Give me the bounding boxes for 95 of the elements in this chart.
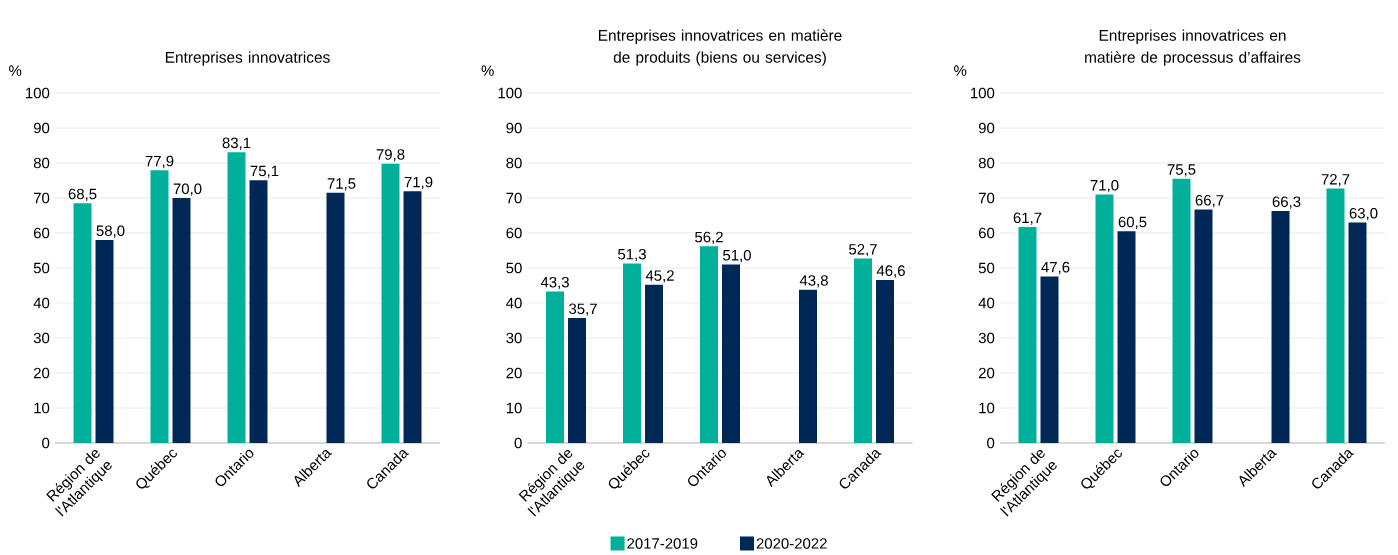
y-tick-label: 80 (33, 157, 50, 169)
data-label: 79,8 (376, 149, 405, 162)
bar (227, 152, 246, 444)
bar (1040, 276, 1059, 444)
data-label: 45,2 (645, 270, 674, 283)
bar (403, 191, 422, 444)
bar (854, 258, 872, 444)
y-tick-label: 60 (506, 227, 522, 239)
y-tick-label: 100 (498, 87, 522, 99)
bar (249, 180, 268, 444)
data-label: 43,8 (799, 275, 828, 288)
bar (568, 318, 587, 444)
y-tick-label: 20 (506, 367, 522, 379)
y-tick-label: 60 (978, 227, 995, 239)
y-tick-label: 50 (33, 262, 50, 274)
chart-title: Entreprises innovatrices en matière de processus d’affaires (1085, 29, 1301, 66)
bar (1348, 222, 1367, 444)
bar (1194, 209, 1213, 444)
y-tick-label: 40 (978, 297, 995, 309)
y-tick-label: 90 (978, 122, 995, 134)
bar (700, 246, 718, 444)
y-tick-label: 90 (33, 122, 50, 134)
y-tick-label: 0 (42, 437, 50, 449)
bar (381, 163, 400, 444)
y-tick-label: 40 (33, 297, 50, 309)
data-label: 75,5 (1167, 164, 1196, 177)
data-label: 51,0 (723, 250, 751, 263)
data-label: 71,5 (327, 178, 356, 191)
bar (73, 203, 92, 444)
bar (95, 240, 114, 444)
y-tick-label: 10 (34, 402, 50, 414)
bar (1326, 188, 1345, 444)
data-label: 68,5 (68, 188, 97, 202)
y-tick-label: 80 (978, 157, 995, 169)
data-label: 61,7 (1013, 212, 1042, 225)
data-label: 83,1 (222, 137, 251, 151)
bar (546, 291, 565, 444)
data-label: 77,9 (145, 155, 174, 169)
bar (722, 264, 740, 444)
data-label: 56,2 (695, 231, 723, 245)
y-axis-title: % (9, 65, 22, 76)
y-tick-label: 20 (33, 367, 50, 379)
data-label: 58,0 (96, 225, 125, 238)
data-label: 52,7 (849, 244, 877, 257)
data-label: 47,6 (1041, 261, 1070, 275)
y-tick-label: 30 (506, 332, 522, 344)
data-label: 70,0 (173, 183, 202, 196)
data-label: 60,5 (1118, 216, 1147, 230)
y-tick-label: 100 (971, 87, 995, 99)
bar (876, 279, 894, 444)
y-tick-label: 70 (978, 192, 995, 204)
data-label: 75,1 (250, 165, 279, 179)
bar (172, 198, 191, 444)
data-label: 35,7 (569, 303, 597, 316)
y-tick-label: 100 (26, 87, 50, 99)
bar (1172, 178, 1191, 444)
y-tick-label: 50 (506, 262, 522, 274)
data-label: 51,3 (618, 248, 646, 262)
y-tick-label: 70 (33, 192, 50, 204)
y-tick-label: 30 (33, 332, 50, 344)
y-axis-title: % (954, 65, 967, 76)
bar (1018, 227, 1037, 444)
y-tick-label: 40 (506, 297, 522, 309)
legend-label: 2017-2019 (627, 538, 698, 549)
bar (799, 289, 817, 444)
bar (623, 263, 641, 444)
chart-title: Entreprises innovatrices (165, 51, 330, 66)
y-axis-title: % (481, 65, 494, 76)
y-tick-label: 70 (506, 192, 522, 204)
y-tick-label: 0 (514, 437, 522, 449)
data-label: 71,9 (404, 176, 433, 190)
data-label: 46,6 (876, 265, 905, 278)
data-label: 71,0 (1090, 180, 1119, 193)
y-tick-label: 20 (978, 367, 995, 379)
bar (645, 284, 663, 444)
y-tick-label: 60 (33, 227, 50, 239)
chart-title: Entreprises innovatrices en matière de produits (biens ou services) (598, 29, 842, 66)
data-label: 66,3 (1272, 196, 1301, 209)
bar (150, 170, 169, 444)
y-tick-label: 10 (979, 402, 995, 414)
bar (1095, 194, 1114, 444)
data-label: 43,3 (540, 276, 569, 290)
data-label: 63,0 (1349, 208, 1378, 221)
y-tick-label: 10 (506, 402, 522, 414)
bar (1271, 211, 1290, 444)
legend-label: 2020-2022 (756, 538, 827, 549)
bar (326, 192, 345, 444)
data-label: 66,7 (1195, 195, 1224, 208)
y-tick-label: 90 (506, 122, 522, 134)
y-tick-label: 0 (987, 437, 995, 449)
y-tick-label: 30 (978, 332, 995, 344)
y-tick-label: 80 (506, 157, 522, 169)
y-tick-label: 50 (978, 262, 995, 274)
bar (1117, 231, 1136, 444)
data-label: 72,7 (1321, 174, 1350, 187)
